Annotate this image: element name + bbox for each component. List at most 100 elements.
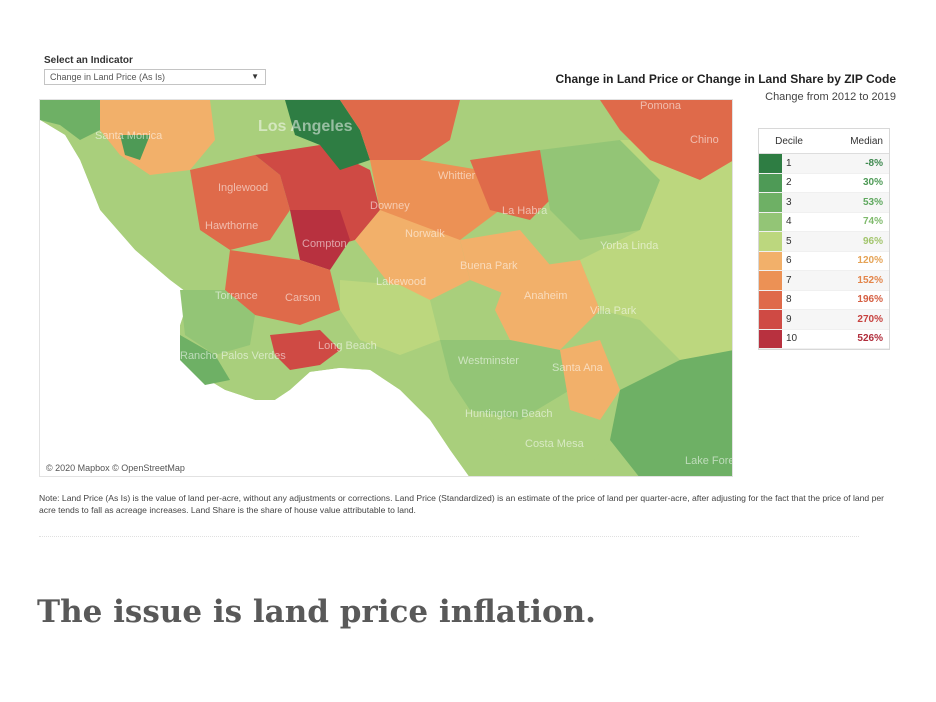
place-label: Long Beach [318, 340, 377, 352]
place-label: Yorba Linda [600, 240, 659, 252]
divider [39, 536, 859, 537]
median-value: -8% [865, 157, 883, 169]
region-compton-darkred [290, 210, 350, 270]
decile-value: 10 [786, 333, 798, 345]
legend-row[interactable]: 4 74% [759, 212, 889, 232]
place-label: Torrance [215, 290, 258, 302]
region-pomona-red [600, 100, 732, 180]
median-value: 53% [862, 196, 883, 208]
median-value: 270% [857, 313, 883, 325]
region-yorba-linda-green [540, 140, 660, 240]
median-value: 152% [857, 274, 883, 286]
color-swatch [759, 310, 782, 329]
place-label: Compton [302, 238, 347, 250]
indicator-dropdown[interactable]: Change in Land Price (As Is) ▼ [44, 69, 266, 85]
region-westside-green [40, 100, 100, 140]
region-norwalk-orange [355, 210, 470, 300]
decile-value: 2 [786, 177, 792, 189]
region-inglewood-red [190, 155, 290, 250]
legend-row[interactable]: 10 526% [759, 329, 889, 349]
place-label: Hawthorne [205, 220, 259, 232]
color-swatch [759, 173, 782, 192]
color-swatch [759, 154, 782, 173]
decile-value: 1 [786, 157, 792, 169]
place-label: Lakewood [376, 276, 427, 288]
place-label: Buena Park [460, 260, 518, 272]
legend-row[interactable]: 1 -8% [759, 154, 889, 174]
legend-row[interactable]: 8 196% [759, 290, 889, 310]
median-value: 526% [857, 333, 883, 345]
decile-value: 5 [786, 235, 792, 247]
legend-row[interactable]: 5 96% [759, 232, 889, 252]
indicator-label: Select an Indicator [44, 55, 133, 66]
region-lakewood-green [340, 280, 440, 355]
place-label: Inglewood [218, 182, 269, 194]
region-anaheim-orange [495, 260, 600, 350]
color-swatch [759, 290, 782, 309]
choropleth-map[interactable]: Los Angeles Santa Monica Inglewood Hawth… [39, 99, 733, 477]
decile-value: 7 [786, 274, 792, 286]
legend-row[interactable]: 6 120% [759, 251, 889, 271]
region-torrance-green [180, 290, 255, 355]
region-westminster-green [440, 340, 570, 420]
ocean-area [40, 120, 469, 476]
place-label: Westminster [458, 355, 519, 367]
legend-header: Decile Median [759, 129, 889, 154]
median-value: 96% [862, 235, 883, 247]
region-east-la-red [340, 100, 460, 160]
map-subtitle: Change from 2012 to 2019 [765, 91, 896, 103]
decile-value: 4 [786, 216, 792, 228]
chevron-down-icon: ▼ [251, 72, 259, 81]
place-label: Costa Mesa [525, 438, 584, 450]
legend-row[interactable]: 3 53% [759, 193, 889, 213]
legend-col-median: Median [850, 135, 883, 147]
decile-value: 6 [786, 255, 792, 267]
region-palos-verdes-green [180, 335, 230, 385]
region-south-la-red [255, 145, 380, 250]
color-swatch [759, 212, 782, 231]
map-canvas [40, 100, 732, 476]
place-label: Santa Ana [552, 362, 603, 374]
decile-value: 3 [786, 196, 792, 208]
region-east-green [580, 140, 732, 360]
legend-row[interactable]: 7 152% [759, 271, 889, 291]
place-label: Santa Monica [95, 130, 163, 142]
place-label: La Habra [502, 205, 548, 217]
median-value: 30% [862, 177, 883, 189]
place-label: Anaheim [524, 290, 568, 302]
place-label: Villa Park [590, 305, 637, 317]
place-label: Carson [285, 292, 321, 304]
legend-row[interactable]: 2 30% [759, 173, 889, 193]
color-swatch [759, 271, 782, 290]
decile-value: 8 [786, 294, 792, 306]
legend-col-decile: Decile [775, 135, 803, 147]
region-la-habra-red [470, 150, 560, 220]
color-swatch [759, 232, 782, 251]
place-label: Pomona [640, 100, 681, 112]
place-label: Rancho Palos Verdes [180, 350, 286, 362]
region-north-coast-green [120, 135, 150, 160]
region-santa-ana-orange [560, 340, 620, 420]
median-value: 120% [857, 255, 883, 267]
legend-row[interactable]: 9 270% [759, 310, 889, 330]
place-label: Lake Forest [685, 455, 732, 467]
median-value: 196% [857, 294, 883, 306]
color-swatch [759, 251, 782, 270]
color-swatch [759, 193, 782, 212]
place-label: Norwalk [405, 228, 445, 240]
region-costa-mesa-green [470, 410, 610, 465]
map-attribution[interactable]: © 2020 Mapbox © OpenStreetMap [44, 463, 187, 473]
color-swatch [759, 329, 782, 348]
slide-headline: The issue is land price inflation. [37, 594, 596, 630]
place-label: Huntington Beach [465, 408, 553, 420]
place-label: Los Angeles [258, 118, 353, 135]
map-title: Change in Land Price or Change in Land S… [555, 72, 897, 86]
region-long-beach-darkred [270, 330, 340, 370]
median-value: 74% [862, 216, 883, 228]
decile-legend: Decile Median 1 -8% 2 30% 3 53% 4 74% 5 96% 6 120% 7… [758, 128, 890, 350]
region-huntington-green [610, 350, 732, 476]
region-downtown-green [285, 100, 370, 170]
legend-rows: 1 -8% 2 30% 3 53% 4 74% 5 96% 6 120% 7 152% 8 196% 9 270%… [759, 154, 889, 349]
indicator-selected: Change in Land Price (As Is) [50, 72, 166, 82]
footnote: Note: Land Price (As Is) is the value of… [39, 493, 885, 515]
